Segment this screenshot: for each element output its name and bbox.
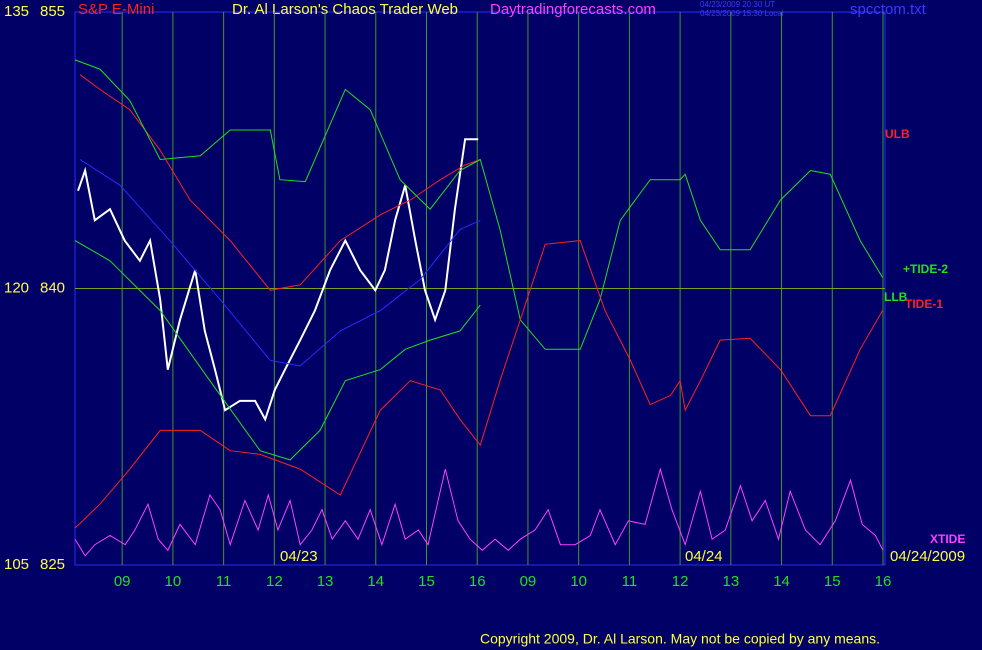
instrument: S&P E-Mini (78, 1, 154, 18)
series-line (74, 467, 884, 557)
legend-label: ULB (885, 127, 910, 141)
legend-label: +TIDE-2 (903, 262, 948, 276)
series-line (77, 138, 479, 422)
copyright: Copyright 2009, Dr. Al Larson. May not b… (480, 631, 880, 647)
chart-title: Dr. Al Larson's Chaos Trader Web (232, 1, 458, 18)
x-tick-label: 13 (722, 573, 739, 590)
y2-tick-label: 105 (4, 556, 29, 573)
series-line (74, 240, 883, 529)
x-tick-label: 16 (469, 573, 486, 590)
timestamp: 04/23/2009 20:30 UT (700, 0, 775, 9)
series-line (74, 240, 481, 461)
x-tick-label: 11 (216, 573, 232, 590)
x-tick-label: 13 (317, 573, 334, 590)
x-tick-label: 10 (165, 573, 182, 590)
series-line (79, 74, 481, 291)
y2-tick-label: 135 (4, 3, 29, 20)
x-tick-label: 12 (672, 573, 689, 590)
y-tick-label: 840 (40, 279, 65, 296)
legend-label: LLB (884, 290, 908, 304)
x-tick-label: 09 (114, 573, 131, 590)
x-tick-label: 11 (622, 573, 638, 590)
x-tick-label: 15 (824, 573, 841, 590)
site: Daytradingforecasts.com (490, 1, 656, 18)
legend-label: XTIDE (930, 532, 965, 546)
y2-tick-label: 120 (4, 279, 29, 296)
y-tick-label: 825 (40, 556, 65, 573)
x-tick-label: 15 (418, 573, 435, 590)
date-label: 04/24/2009 (890, 548, 965, 565)
x-tick-label: 10 (570, 573, 587, 590)
legend-label: TIDE-1 (905, 297, 943, 311)
series-line (79, 159, 481, 367)
series-line (74, 59, 883, 350)
date-label: 04/23 (280, 548, 318, 565)
x-tick-label: 14 (367, 573, 384, 590)
timestamp: 04/23/2009 15:30 Local (700, 9, 784, 18)
x-tick-label: 09 (520, 573, 537, 590)
y-tick-label: 855 (40, 3, 65, 20)
x-tick-label: 16 (875, 573, 892, 590)
date-label: 04/24 (685, 548, 723, 565)
file-name: spcctom.txt (850, 1, 927, 18)
x-tick-label: 12 (266, 573, 283, 590)
x-tick-label: 14 (773, 573, 790, 590)
